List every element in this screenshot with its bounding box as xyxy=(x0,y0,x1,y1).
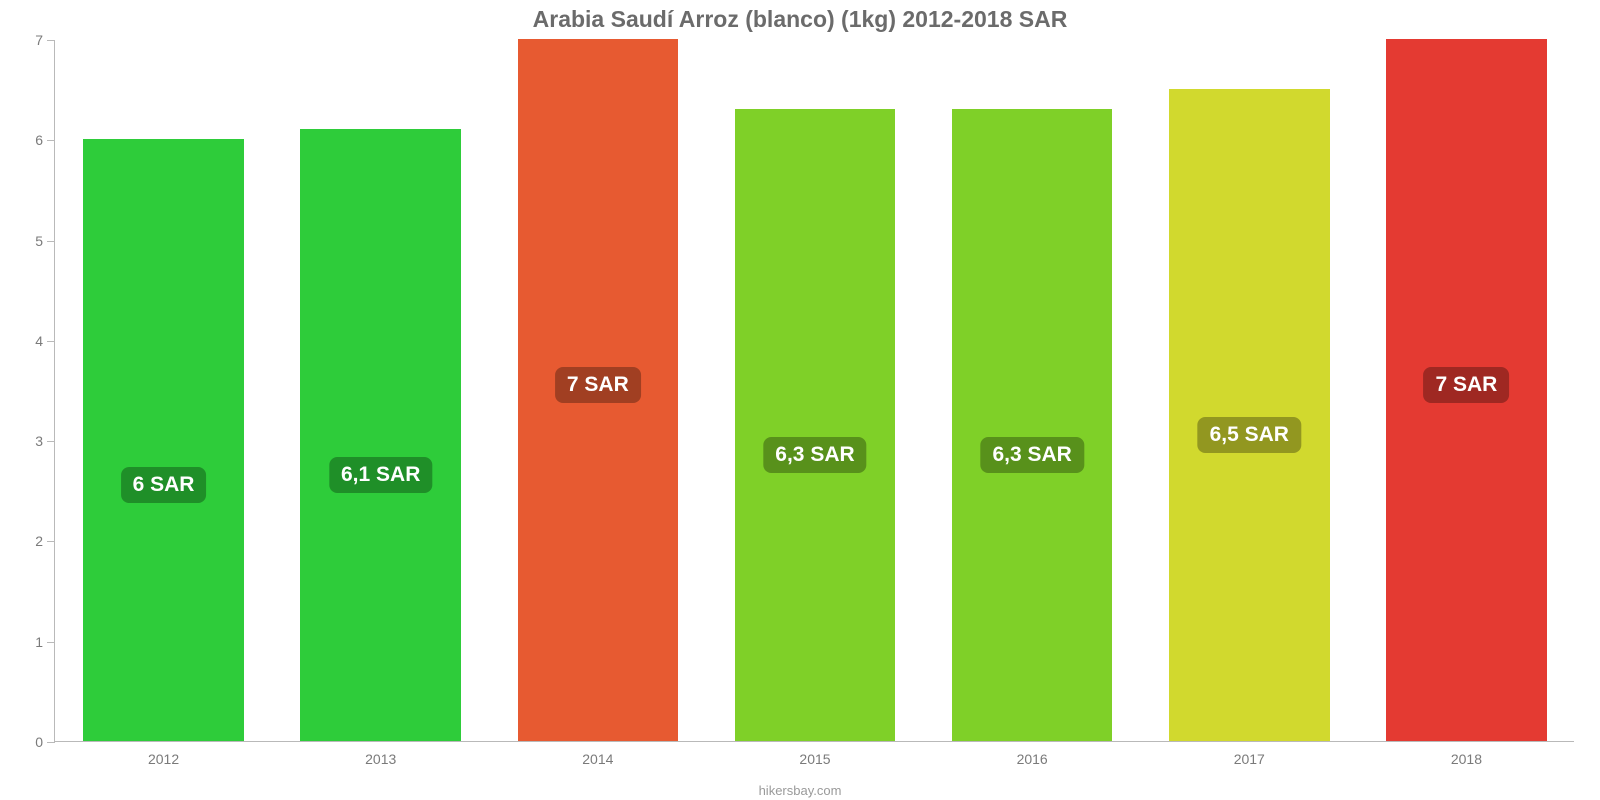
x-tick-label: 2018 xyxy=(1451,741,1482,767)
bar-value-label: 6,3 SAR xyxy=(763,437,866,473)
bar: 6,3 SAR xyxy=(735,109,896,741)
x-tick-label: 2013 xyxy=(365,741,396,767)
bar-value-label: 6,3 SAR xyxy=(980,437,1083,473)
bar: 7 SAR xyxy=(518,39,679,741)
bar: 7 SAR xyxy=(1386,39,1547,741)
bar: 6,3 SAR xyxy=(952,109,1113,741)
x-tick-label: 2012 xyxy=(148,741,179,767)
y-tick-label: 6 xyxy=(35,132,55,148)
y-tick-label: 3 xyxy=(35,433,55,449)
price-bar-chart: Arabia Saudí Arroz (blanco) (1kg) 2012-2… xyxy=(0,0,1600,800)
bar: 6,5 SAR xyxy=(1169,89,1330,741)
y-tick-label: 7 xyxy=(35,32,55,48)
plot-area: 012345676 SAR20126,1 SAR20137 SAR20146,3… xyxy=(54,40,1574,742)
x-tick-label: 2014 xyxy=(582,741,613,767)
y-tick-label: 4 xyxy=(35,333,55,349)
bar: 6,1 SAR xyxy=(300,129,461,741)
bar-value-label: 6,1 SAR xyxy=(329,457,432,493)
bar: 6 SAR xyxy=(83,139,244,741)
y-tick-label: 1 xyxy=(35,634,55,650)
x-tick-label: 2015 xyxy=(799,741,830,767)
x-tick-label: 2016 xyxy=(1017,741,1048,767)
bar-value-label: 6 SAR xyxy=(121,467,207,503)
bar-value-label: 7 SAR xyxy=(555,367,641,403)
y-tick-label: 5 xyxy=(35,233,55,249)
chart-footer: hikersbay.com xyxy=(0,783,1600,798)
chart-title: Arabia Saudí Arroz (blanco) (1kg) 2012-2… xyxy=(0,6,1600,33)
bar-value-label: 7 SAR xyxy=(1423,367,1509,403)
y-tick-label: 0 xyxy=(35,734,55,750)
y-tick-label: 2 xyxy=(35,533,55,549)
x-tick-label: 2017 xyxy=(1234,741,1265,767)
bar-value-label: 6,5 SAR xyxy=(1198,417,1301,453)
